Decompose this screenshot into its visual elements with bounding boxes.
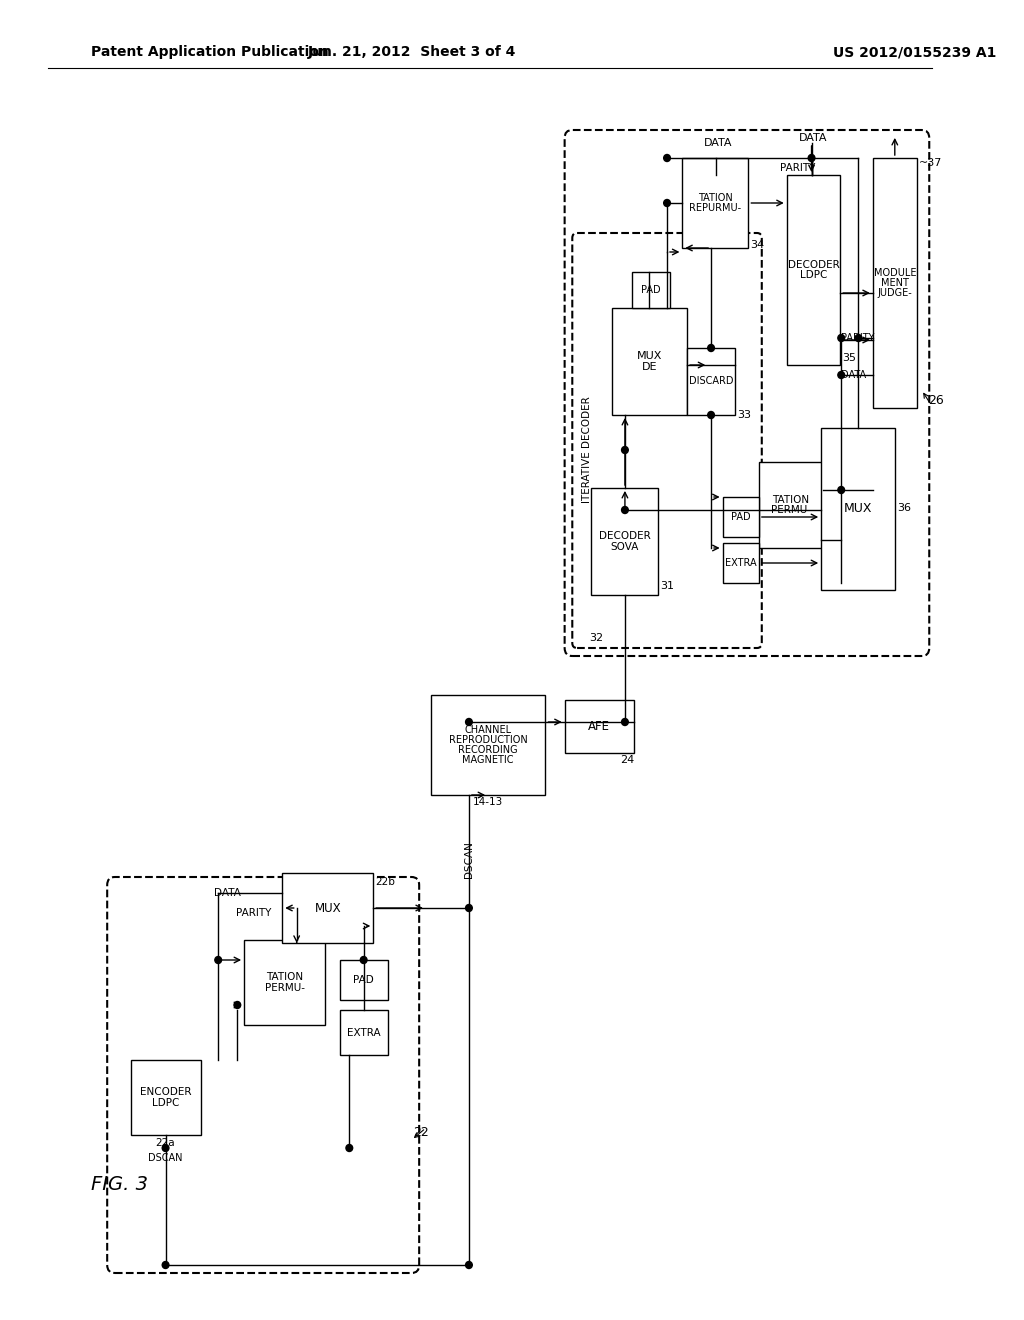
FancyBboxPatch shape (131, 1060, 201, 1135)
Text: 14-13: 14-13 (473, 797, 503, 807)
Text: PARITY: PARITY (236, 908, 271, 917)
Circle shape (708, 412, 715, 418)
Text: MUX: MUX (314, 902, 341, 915)
Text: 22b: 22b (375, 876, 395, 887)
Text: CHANNEL: CHANNEL (465, 725, 512, 735)
Text: PAD: PAD (641, 285, 660, 294)
Text: DATA: DATA (799, 133, 827, 143)
FancyBboxPatch shape (723, 498, 759, 537)
Text: Patent Application Publication: Patent Application Publication (91, 45, 329, 59)
Text: PAD: PAD (353, 975, 374, 985)
Text: RECORDING: RECORDING (459, 744, 518, 755)
Text: 33: 33 (737, 411, 751, 420)
Text: MENT: MENT (881, 279, 908, 288)
Circle shape (838, 334, 845, 342)
Text: DE: DE (642, 362, 657, 372)
Text: TATION: TATION (266, 973, 303, 982)
Text: 22: 22 (414, 1126, 429, 1139)
Text: PERMU-: PERMU- (771, 506, 811, 515)
Text: 32: 32 (590, 634, 603, 643)
Circle shape (838, 487, 845, 494)
Text: DISCARD: DISCARD (689, 376, 733, 387)
Text: TATION: TATION (698, 193, 733, 203)
FancyBboxPatch shape (340, 1010, 388, 1055)
Text: DSCAN: DSCAN (148, 1152, 183, 1163)
FancyBboxPatch shape (872, 158, 916, 408)
Text: MODULE: MODULE (873, 268, 916, 279)
Circle shape (622, 507, 629, 513)
Text: MAGNETIC: MAGNETIC (462, 755, 514, 764)
Text: Jun. 21, 2012  Sheet 3 of 4: Jun. 21, 2012 Sheet 3 of 4 (307, 45, 516, 59)
FancyBboxPatch shape (592, 488, 658, 595)
Text: DECODER: DECODER (787, 260, 840, 269)
FancyBboxPatch shape (682, 158, 749, 248)
FancyBboxPatch shape (759, 462, 823, 548)
Text: PERMU-: PERMU- (265, 983, 305, 993)
Text: 34: 34 (751, 240, 765, 249)
Circle shape (162, 1262, 169, 1269)
FancyBboxPatch shape (632, 272, 670, 308)
Circle shape (708, 345, 715, 351)
Text: JUDGE-: JUDGE- (878, 288, 912, 298)
Circle shape (360, 957, 367, 964)
Text: PARITY: PARITY (780, 162, 815, 173)
Text: PARITY: PARITY (841, 333, 874, 343)
Text: DATA: DATA (214, 888, 242, 898)
Text: ITERATIVE DECODER: ITERATIVE DECODER (582, 396, 592, 503)
FancyBboxPatch shape (244, 940, 326, 1026)
Text: MUX: MUX (844, 503, 872, 516)
Circle shape (234, 1002, 241, 1008)
Text: MUX: MUX (637, 351, 663, 360)
Circle shape (162, 1144, 169, 1151)
FancyBboxPatch shape (612, 308, 687, 414)
FancyBboxPatch shape (340, 960, 388, 1001)
Text: ~37: ~37 (919, 158, 942, 168)
Text: 35: 35 (842, 352, 856, 363)
Text: DATA: DATA (841, 370, 866, 380)
Text: DATA: DATA (703, 139, 732, 148)
FancyBboxPatch shape (564, 700, 634, 752)
Text: FIG. 3: FIG. 3 (91, 1176, 147, 1195)
Text: SOVA: SOVA (610, 541, 639, 552)
Circle shape (808, 154, 815, 161)
Text: EXTRA: EXTRA (347, 1027, 381, 1038)
Circle shape (466, 1262, 472, 1269)
FancyBboxPatch shape (687, 348, 735, 414)
Circle shape (622, 446, 629, 454)
Circle shape (664, 154, 671, 161)
Text: US 2012/0155239 A1: US 2012/0155239 A1 (833, 45, 996, 59)
FancyBboxPatch shape (431, 696, 546, 795)
Text: DECODER: DECODER (599, 531, 651, 541)
Text: LDPC: LDPC (800, 271, 827, 280)
Text: REPRODUCTION: REPRODUCTION (449, 735, 527, 744)
Text: 31: 31 (660, 581, 675, 591)
Circle shape (855, 334, 862, 342)
Circle shape (215, 957, 221, 964)
Text: AFE: AFE (588, 719, 610, 733)
Circle shape (664, 199, 671, 206)
Circle shape (466, 904, 472, 912)
Text: LDPC: LDPC (153, 1098, 180, 1107)
Text: ENCODER: ENCODER (140, 1088, 191, 1097)
Text: 36: 36 (897, 503, 910, 513)
Text: TATION: TATION (772, 495, 810, 504)
Circle shape (346, 1144, 352, 1151)
Circle shape (466, 718, 472, 726)
FancyBboxPatch shape (723, 543, 759, 583)
Text: 22a: 22a (156, 1138, 175, 1148)
FancyBboxPatch shape (786, 176, 841, 366)
FancyBboxPatch shape (283, 873, 373, 942)
Circle shape (838, 371, 845, 379)
Text: DSCAN: DSCAN (464, 842, 474, 878)
Text: REPURMU-: REPURMU- (689, 203, 741, 213)
Text: EXTRA: EXTRA (725, 558, 757, 568)
Text: PAD: PAD (731, 512, 751, 521)
Circle shape (622, 718, 629, 726)
FancyBboxPatch shape (821, 428, 895, 590)
Text: 26: 26 (929, 393, 944, 407)
Text: 24: 24 (621, 755, 635, 766)
